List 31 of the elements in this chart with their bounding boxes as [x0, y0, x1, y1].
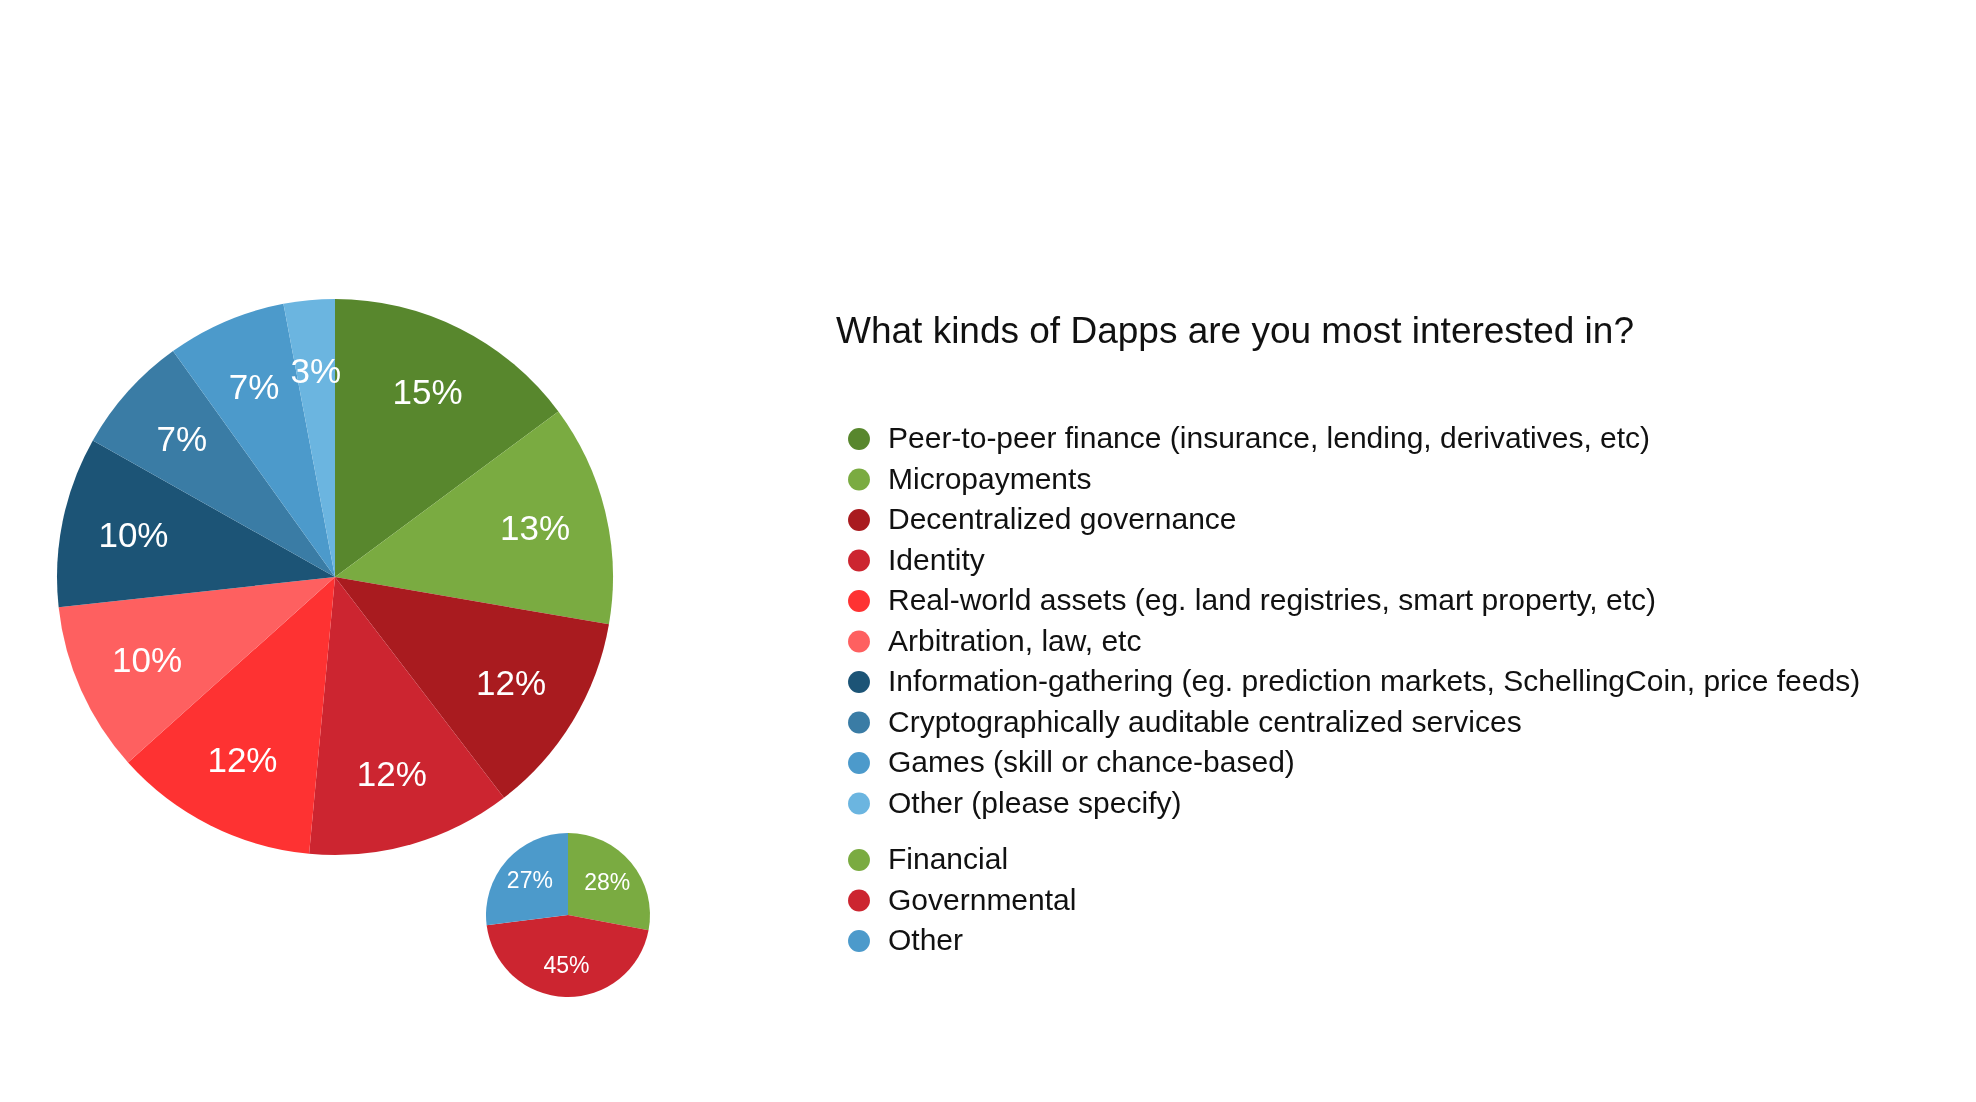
data-label: 12% — [475, 662, 547, 702]
pie-slice — [486, 915, 649, 997]
data-label: 15% — [392, 372, 463, 412]
data-label: 12% — [207, 739, 278, 779]
data-label: 45% — [543, 951, 590, 978]
data-label: 7% — [156, 418, 208, 458]
data-label: 12% — [356, 753, 427, 793]
pie-slice — [568, 833, 650, 931]
pie-slice — [486, 833, 568, 926]
legend-label: Information-gathering (eg. prediction markets, SchellingCoin, price feeds) — [888, 664, 1861, 697]
legend-label: Other (please specify) — [888, 785, 1182, 819]
data-label: 27% — [506, 867, 553, 894]
legend-label: Cryptographically auditable centralized services — [888, 704, 1522, 738]
chart-title: What kinds of Dapps are you most interested in? — [836, 310, 1634, 351]
legend-label: Micropayments — [888, 461, 1092, 495]
data-label: 10% — [98, 514, 169, 554]
legend-label: Financial — [888, 842, 1009, 875]
data-label: 28% — [584, 868, 631, 895]
legend-label: Peer-to-peer finance (insurance, lending, derivatives, etc) — [888, 421, 1651, 454]
legend-label: Arbitration, law, etc — [888, 623, 1142, 657]
legend-label: Governmental — [888, 882, 1077, 916]
data-label: 7% — [228, 366, 280, 406]
legend-label: Other — [888, 923, 964, 956]
legend-label: Real-world assets (eg. land registries, smart property, etc) — [888, 583, 1657, 616]
data-label: 10% — [112, 639, 183, 679]
pie-slice — [335, 577, 609, 798]
legend-label: Identity — [888, 542, 985, 576]
data-label: 13% — [500, 508, 571, 548]
pie-slice — [335, 411, 613, 625]
legend-label: Games (skill or chance-based) — [888, 745, 1295, 778]
legend-label: Decentralized governance — [888, 502, 1237, 535]
